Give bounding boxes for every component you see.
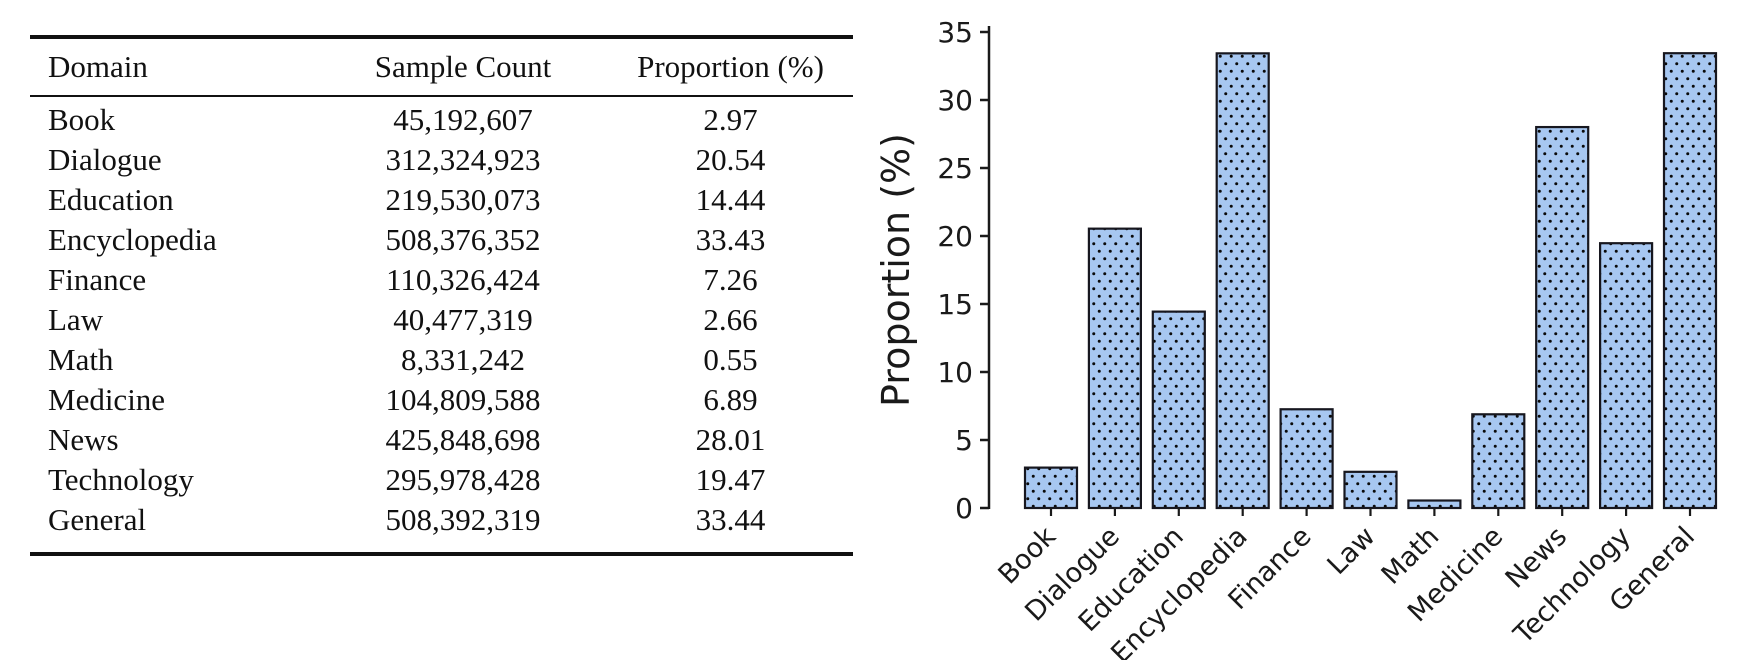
cell-proportion: 28.01 [695, 422, 766, 457]
bar-news [1535, 125, 1590, 510]
table-row: Education 219,530,073 14.44 [30, 180, 853, 220]
cell-proportion: 19.47 [695, 462, 766, 497]
cell-sample-count: 104,809,588 [385, 382, 541, 417]
x-tick-label: Law [1322, 521, 1382, 581]
table-bottom-rule [30, 552, 853, 556]
cell-proportion: 2.97 [703, 102, 758, 137]
cell-proportion: 20.54 [695, 142, 766, 177]
cell-proportion: 7.26 [703, 262, 758, 297]
cell-proportion: 6.89 [703, 382, 758, 417]
cell-proportion: 0.55 [703, 342, 758, 377]
col-header-domain: Domain [48, 49, 148, 84]
table-row: Book 45,192,607 2.97 [30, 100, 853, 140]
y-tick-label: 5 [955, 424, 973, 457]
cell-sample-count: 425,848,698 [385, 422, 541, 457]
bar-math [1407, 499, 1462, 510]
cell-domain: Book [48, 102, 116, 137]
bar-technology [1598, 242, 1654, 510]
table-header-rule [30, 95, 853, 97]
y-tick-label: 15 [937, 288, 973, 321]
bar-dialogue [1087, 227, 1142, 510]
cell-sample-count: 8,331,242 [401, 342, 525, 377]
bar-law [1343, 470, 1398, 510]
cell-sample-count: 312,324,923 [385, 142, 541, 177]
y-tick-label: 0 [955, 492, 973, 525]
table-row: Technology 295,978,428 19.47 [30, 460, 853, 500]
y-tick-label: 30 [937, 84, 973, 117]
table-row: Medicine 104,809,588 6.89 [30, 380, 853, 420]
cell-sample-count: 40,477,319 [393, 302, 533, 337]
cell-domain: News [48, 422, 119, 457]
table-row: Encyclopedia 508,376,352 33.43 [30, 220, 853, 260]
table-row: General 508,392,319 33.44 [30, 500, 853, 540]
table-row: Law 40,477,319 2.66 [30, 300, 853, 340]
cell-domain: Law [48, 302, 104, 337]
cell-domain: Dialogue [48, 142, 162, 177]
cell-sample-count: 219,530,073 [385, 182, 541, 217]
cell-domain: Encyclopedia [48, 222, 217, 257]
table-row: News 425,848,698 28.01 [30, 420, 853, 460]
table-row: Dialogue 312,324,923 20.54 [30, 140, 853, 180]
cell-sample-count: 508,376,352 [385, 222, 541, 257]
table-top-rule [30, 35, 853, 39]
table-row: Math 8,331,242 0.55 [30, 340, 853, 380]
cell-proportion: 33.43 [695, 222, 766, 257]
table-header-row: Domain Sample Count Proportion (%) [30, 39, 853, 95]
cell-sample-count: 295,978,428 [385, 462, 541, 497]
bar-encyclopedia [1215, 52, 1270, 510]
cell-domain: Math [48, 342, 114, 377]
table-body: Book 45,192,607 2.97 Dialogue 312,324,923 20.… [30, 97, 853, 552]
cell-domain: General [48, 502, 147, 537]
y-tick-label: 10 [937, 356, 973, 389]
bar-education [1151, 310, 1206, 510]
y-axis-label: Proportion (%) [874, 133, 918, 407]
cell-domain: Finance [48, 262, 147, 297]
col-header-sample-count: Sample Count [374, 49, 552, 84]
cell-domain: Medicine [48, 382, 166, 417]
y-tick-label: 35 [937, 16, 973, 49]
cell-domain: Education [48, 182, 174, 217]
bar-finance [1279, 408, 1334, 510]
cell-proportion: 2.66 [703, 302, 758, 337]
cell-proportion: 33.44 [695, 502, 766, 537]
cell-sample-count: 45,192,607 [393, 102, 533, 137]
domain-table: Domain Sample Count Proportion (%) Book 4… [30, 35, 853, 556]
cell-proportion: 14.44 [695, 182, 766, 217]
bar-book [1023, 466, 1079, 510]
y-tick-label: 20 [937, 220, 973, 253]
bar-general [1662, 52, 1718, 510]
bar-medicine [1471, 413, 1526, 510]
table-row: Finance 110,326,424 7.26 [30, 260, 853, 300]
col-header-proportion: Proportion (%) [637, 49, 824, 84]
cell-sample-count: 110,326,424 [386, 262, 540, 297]
y-tick-label: 25 [937, 152, 973, 185]
cell-domain: Technology [48, 462, 194, 497]
cell-sample-count: 508,392,319 [385, 502, 541, 537]
